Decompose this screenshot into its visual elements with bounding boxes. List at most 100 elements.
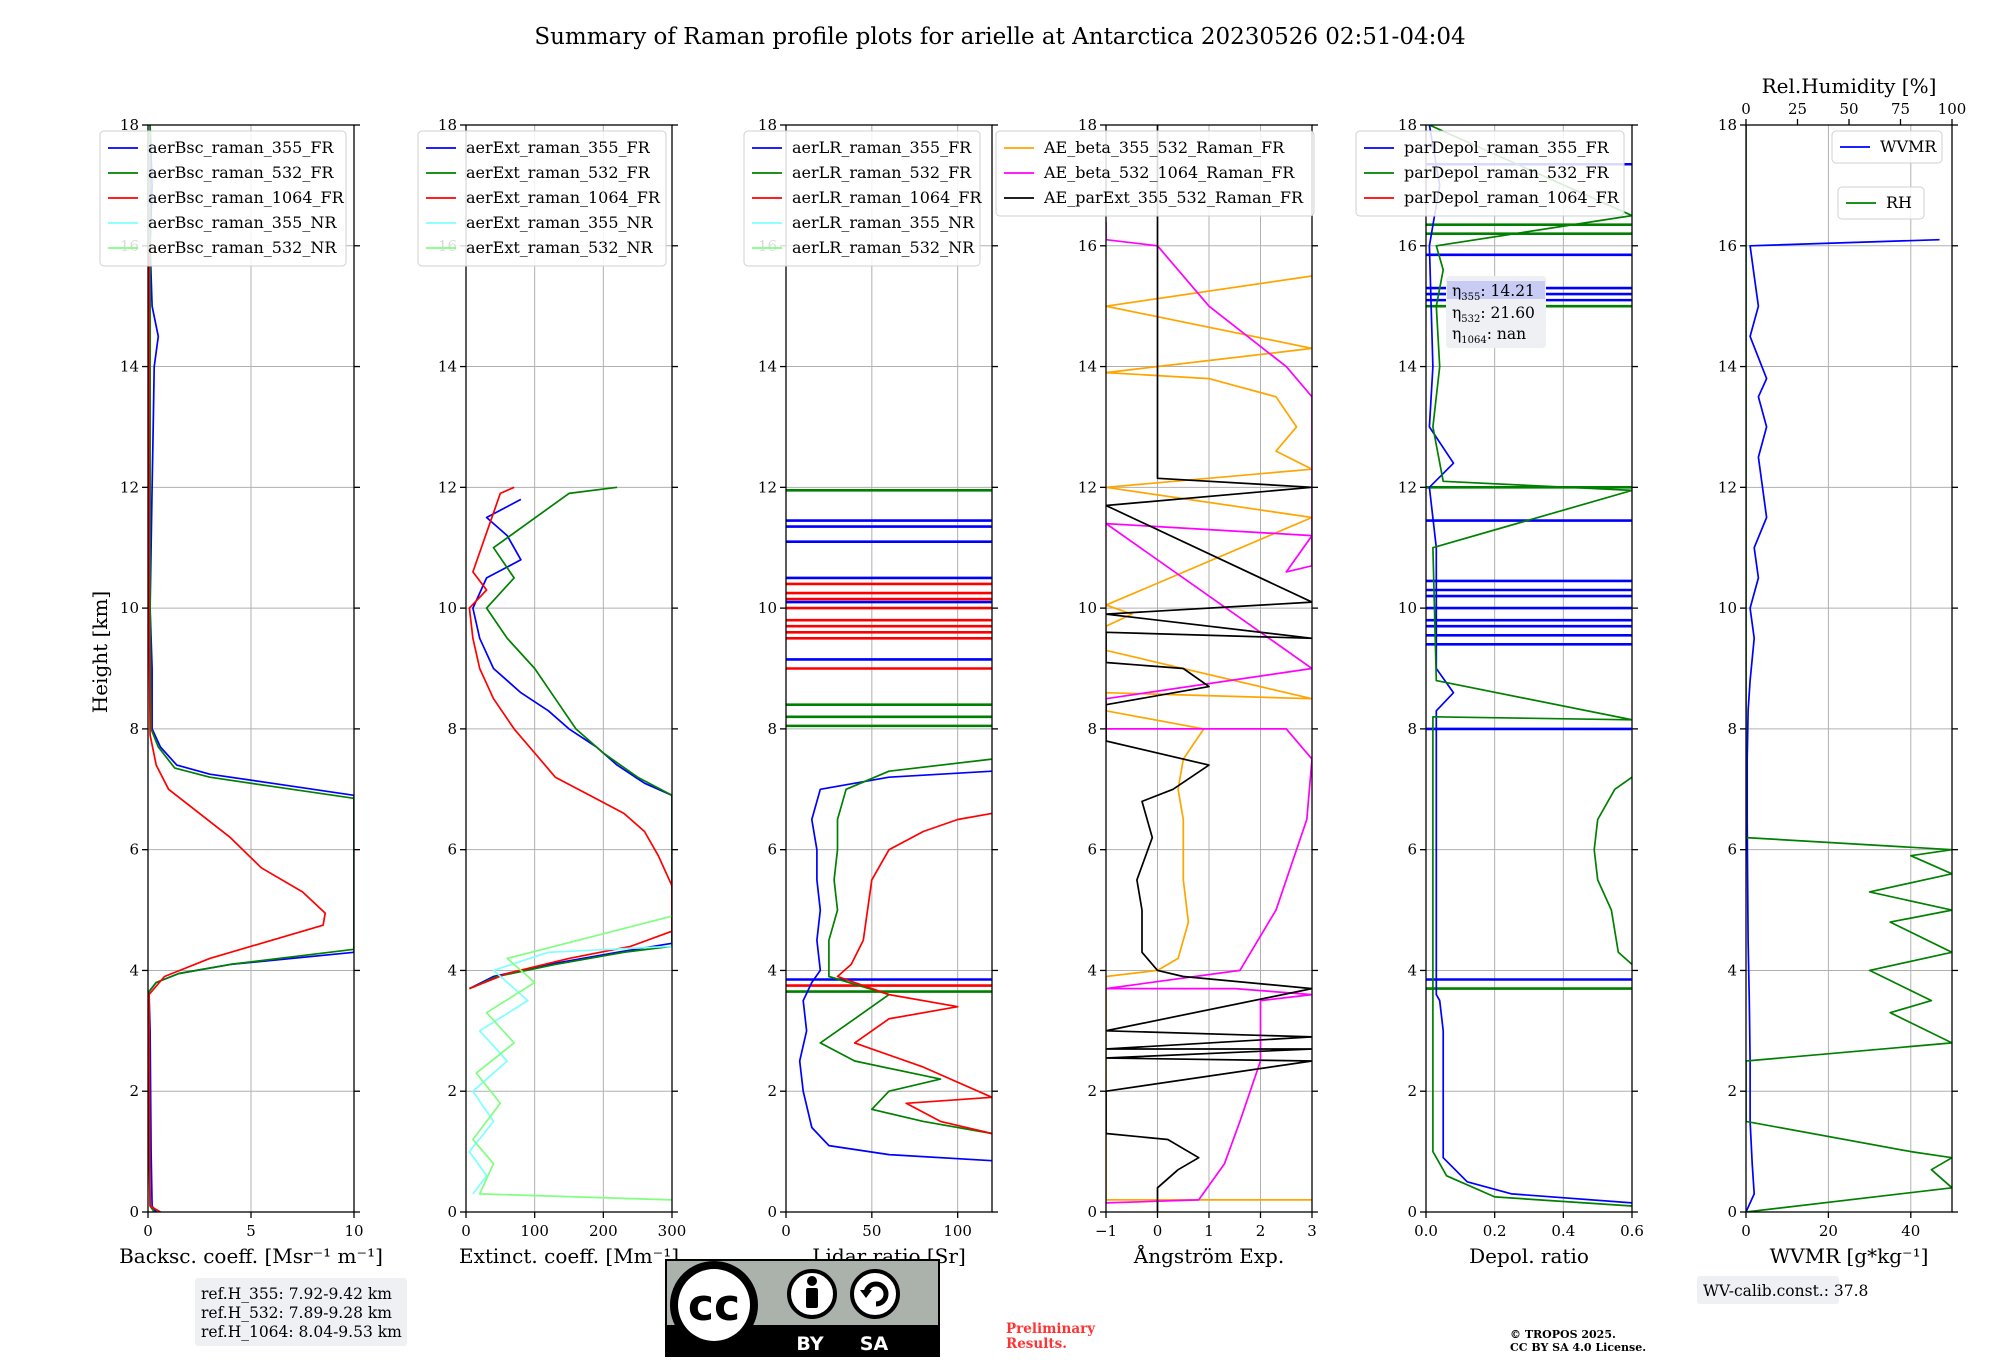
copyright-line-2: CC BY SA 4.0 License. [1510, 1341, 1646, 1354]
series-line [819, 758, 992, 1135]
legend-label: aerBsc_raman_532_NR [148, 238, 337, 257]
legend-label: parDepol_raman_355_FR [1404, 138, 1610, 157]
x-tick-label: 0 [143, 1222, 153, 1240]
x-tick-label: 0 [461, 1222, 471, 1240]
x-tick-label: 0.6 [1620, 1222, 1644, 1240]
panel-frame [1425, 124, 1633, 1213]
legend-box [743, 130, 981, 267]
legend-label: RH [1886, 193, 1912, 212]
y-tick-label: 6 [447, 841, 457, 859]
y-tick-label: 18 [1718, 116, 1737, 134]
wv-calib-background [1697, 1276, 1839, 1304]
x2-tick-label: 25 [1788, 100, 1807, 118]
x-tick-label: 1 [1204, 1222, 1214, 1240]
person-body [806, 1288, 818, 1308]
y-tick-label: 8 [447, 720, 457, 738]
x2-tick-label: 75 [1891, 100, 1910, 118]
eta-532: η532: 21.60 [1452, 304, 1535, 325]
wv-calib-box: WV-calib.const.: 37.8 [1697, 1276, 1868, 1304]
series-group [148, 125, 354, 1212]
panel-3: 024681012141618050100Lidar ratio [Sr]aer… [743, 116, 998, 1268]
person-head [807, 1276, 817, 1286]
y-tick-label: 2 [1727, 1082, 1737, 1100]
share-alike-arrow [863, 1281, 889, 1307]
series-line [836, 812, 992, 1135]
y-tick-label: 12 [438, 478, 457, 496]
series-group [468, 486, 672, 1201]
panels-group: 0246810121416180510Backsc. coeff. [Msr⁻¹… [99, 74, 1967, 1268]
y-tick-label: 10 [120, 599, 139, 617]
y-tick-label: 12 [1078, 478, 1097, 496]
legend-label: WVMR [1880, 137, 1937, 156]
y-tick-label: 6 [1727, 841, 1737, 859]
series-line [469, 486, 672, 990]
cc-logo-inner-icon [678, 1269, 750, 1341]
x-axis-label: Ångström Exp. [1133, 1243, 1284, 1268]
legend-label: aerExt_raman_1064_FR [466, 188, 661, 207]
series-line [1106, 221, 1312, 1204]
copyright-line-1: © TROPOS 2025. [1510, 1328, 1616, 1341]
panel-frame [465, 124, 673, 1213]
x2-tick-label: 100 [1938, 100, 1967, 118]
legend-label: aerExt_raman_355_FR [466, 138, 651, 157]
y-tick-label: 16 [1398, 237, 1417, 255]
y-tick-label: 6 [1407, 841, 1417, 859]
y-tick-label: 2 [1087, 1082, 1097, 1100]
y-tick-label: 0 [1727, 1203, 1737, 1221]
y-tick-label: 2 [447, 1082, 457, 1100]
y-tick-label: 8 [1727, 720, 1737, 738]
y-tick-label: 10 [1398, 599, 1417, 617]
y-tick-label: 12 [758, 478, 777, 496]
y-tick-label: 4 [1407, 961, 1417, 979]
y-tick-label: 14 [438, 358, 457, 376]
y-tick-label: 8 [1087, 720, 1097, 738]
legend-label: aerLR_raman_355_NR [792, 213, 975, 232]
legend-label: parDepol_raman_532_FR [1404, 163, 1610, 182]
series-line [469, 498, 672, 990]
y-tick-label: 4 [1727, 961, 1737, 979]
x-axis-label: Backsc. coeff. [Msr⁻¹ m⁻¹] [119, 1244, 383, 1268]
y-tick-label: 2 [129, 1082, 139, 1100]
legend-label: aerBsc_raman_355_NR [148, 213, 337, 232]
figure-title: Summary of Raman profile plots for ariel… [534, 24, 1465, 50]
y-tick-label: 10 [438, 599, 457, 617]
legend-label: aerLR_raman_1064_FR [792, 188, 982, 207]
y-tick-label: 12 [1718, 478, 1737, 496]
y-tick-label: 18 [1398, 116, 1417, 134]
y-tick-label: 4 [447, 961, 457, 979]
share-alike-arrow-head [860, 1290, 872, 1298]
y-tick-label: 12 [120, 478, 139, 496]
legend-label: aerBsc_raman_532_FR [148, 163, 334, 182]
y-tick-label: 6 [1087, 841, 1097, 859]
badge-sa-label: SA [860, 1333, 889, 1355]
x-tick-label: 10 [344, 1222, 363, 1240]
y-tick-label: 8 [129, 720, 139, 738]
legend-label: aerBsc_raman_1064_FR [148, 188, 345, 207]
share-alike-icon [850, 1269, 900, 1319]
panel-frame [785, 124, 993, 1213]
y-tick-label: 4 [129, 961, 139, 979]
y-tick-label: 10 [1718, 599, 1737, 617]
series-line [1746, 238, 1940, 1212]
x-tick-label: 0.2 [1483, 1222, 1507, 1240]
legend-label: AE_parExt_355_532_Raman_FR [1043, 188, 1304, 207]
badge-by-label: BY [796, 1333, 823, 1355]
panel-frame [1745, 124, 1953, 1213]
legend-label: parDepol_raman_1064_FR [1404, 188, 1620, 207]
y-tick-label: 2 [767, 1082, 777, 1100]
y-tick-label: 0 [129, 1203, 139, 1221]
series-line [1106, 125, 1312, 1212]
legend-label: aerLR_raman_532_NR [792, 238, 975, 257]
legend-label: AE_beta_532_1064_Raman_FR [1043, 163, 1295, 182]
ref-height-532: ref.H_532: 7.89-9.28 km [201, 1304, 392, 1322]
y-axis-label: Height [km] [88, 591, 112, 713]
x-tick-label: 5 [246, 1222, 256, 1240]
ref-height-355: ref.H_355: 7.92-9.42 km [201, 1285, 392, 1303]
y-tick-label: 14 [758, 358, 777, 376]
x-tick-label: 0.0 [1414, 1222, 1438, 1240]
y-tick-label: 0 [1407, 1203, 1417, 1221]
series-line [1593, 776, 1632, 966]
legend-label: aerBsc_raman_355_FR [148, 138, 334, 157]
series-line [1429, 125, 1632, 1207]
y-tick-label: 6 [129, 841, 139, 859]
